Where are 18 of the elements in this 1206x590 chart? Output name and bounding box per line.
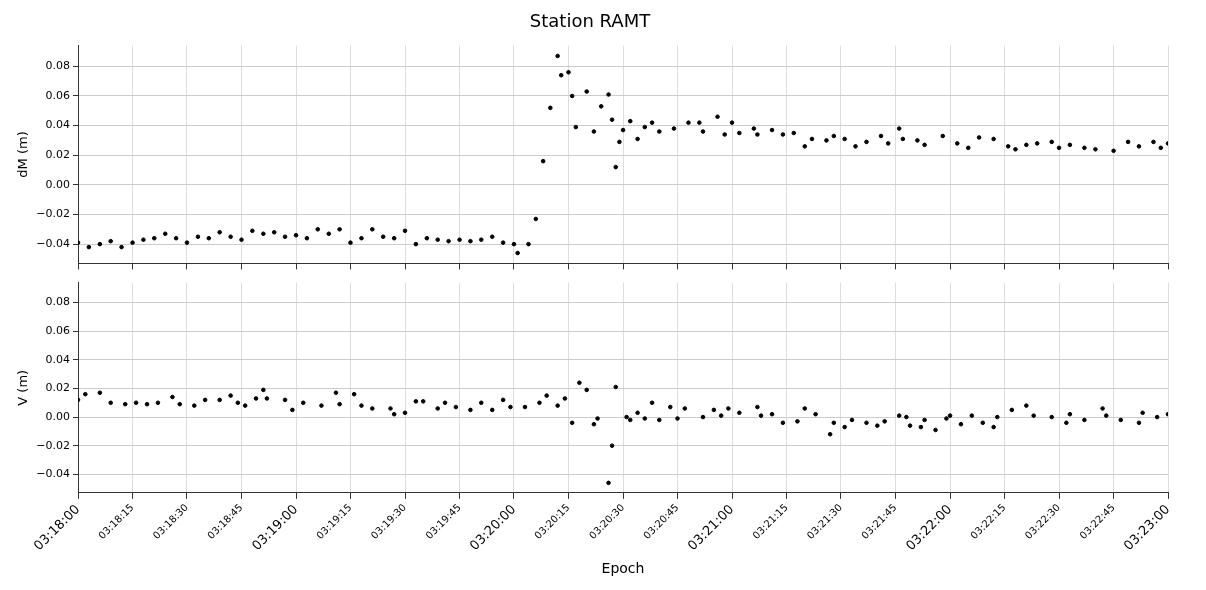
y-tick-label: 0.06 <box>45 324 70 338</box>
y-tick-label: −0.04 <box>36 467 70 481</box>
y-tick-label: −0.04 <box>36 237 70 250</box>
y-tick-label: −0.02 <box>36 438 70 452</box>
y-tick-label: −0.02 <box>36 207 70 221</box>
y-tick-label: 0.06 <box>45 88 70 102</box>
y-tick-label: 0.08 <box>45 59 70 73</box>
y-tick-label: 0.02 <box>45 381 70 395</box>
y-tick-label: 0.00 <box>45 409 70 423</box>
y-tick-label: 0.02 <box>45 148 70 162</box>
y-tick-label: 0.08 <box>45 295 70 309</box>
x-axis-title: Epoch <box>601 560 645 577</box>
y-tick-label: 0.00 <box>45 177 70 191</box>
chart-title: Station RAMT <box>529 10 652 32</box>
y-axis-title: dM (m) <box>15 131 31 178</box>
y-tick-label: 0.04 <box>45 118 70 132</box>
y-tick-label: 0.04 <box>45 352 70 366</box>
y-axis-title: V (m) <box>15 369 31 406</box>
